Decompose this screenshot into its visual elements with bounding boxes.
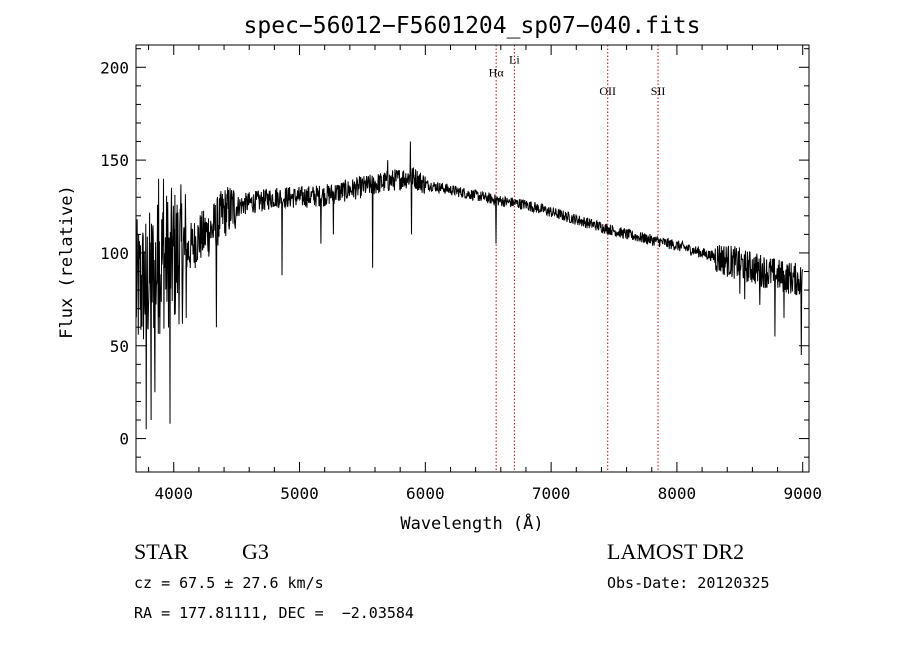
- x-axis-label: Wavelength (Å): [400, 512, 543, 534]
- y-tick-label: 200: [100, 58, 129, 77]
- spectrum-line: [135, 141, 803, 430]
- line-labels: Hα Li OII SII: [489, 53, 666, 99]
- spectrum-series: [135, 141, 803, 430]
- redshift-text: cz = 67.5 ± 27.6 km/s: [134, 574, 324, 592]
- line-label: Li: [509, 53, 520, 67]
- line-markers: [495, 45, 659, 472]
- survey-label: LAMOST DR2: [607, 539, 745, 564]
- y-axis-label: Flux (relative): [57, 185, 77, 339]
- x-tick-label: 6000: [406, 484, 445, 503]
- obs-date-text: Obs-Date: 20120325: [607, 574, 770, 592]
- x-tick-label: 8000: [658, 484, 697, 503]
- line-label: OII: [599, 84, 616, 98]
- x-tick-label: 5000: [280, 484, 319, 503]
- y-tick-label: 150: [100, 151, 129, 170]
- axis-ticks: 4000 5000 6000 7000 8000 9000 0 50 100 150 200: [100, 45, 822, 503]
- plot-frame: [135, 44, 810, 473]
- chart-title: spec−56012−F5601204_sp07−040.fits: [244, 13, 701, 39]
- radec-text: RA = 177.81111, DEC = −2.03584: [134, 604, 414, 622]
- object-class: STAR: [134, 539, 189, 564]
- line-label: Hα: [489, 66, 505, 80]
- x-tick-label: 4000: [154, 484, 193, 503]
- line-label: SII: [651, 84, 666, 98]
- y-tick-label: 100: [100, 244, 129, 263]
- y-tick-label: 50: [110, 337, 129, 356]
- x-tick-label: 9000: [783, 484, 822, 503]
- x-tick-label: 7000: [532, 484, 571, 503]
- object-subclass: G3: [242, 539, 269, 564]
- y-tick-label: 0: [119, 430, 129, 449]
